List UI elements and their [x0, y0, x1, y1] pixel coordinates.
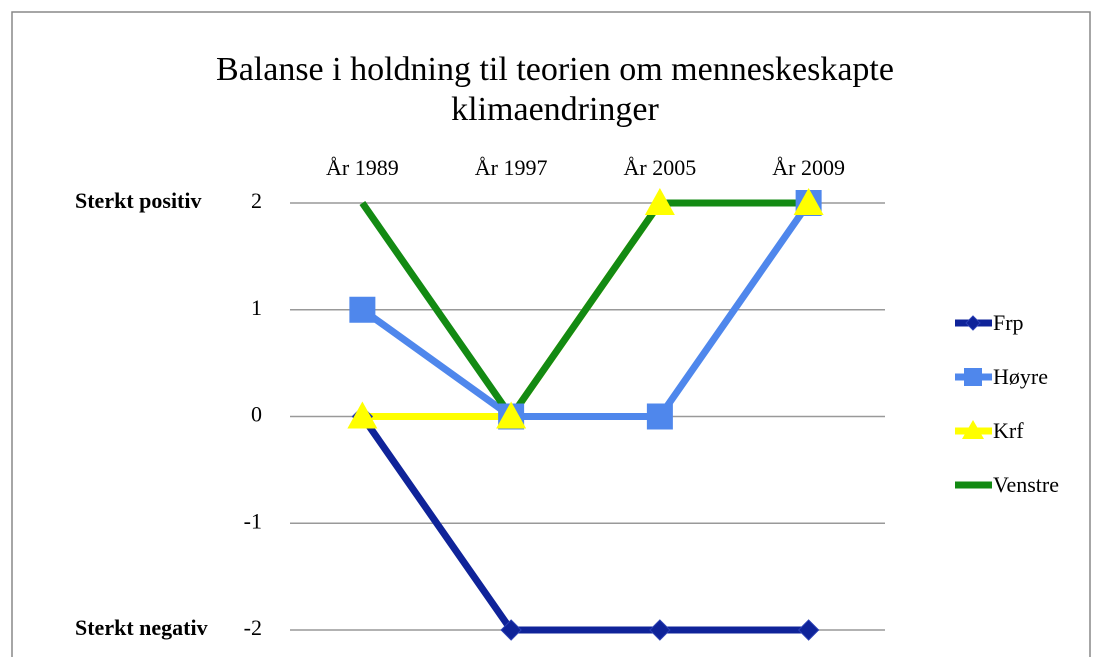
annotation: Sterkt negativ — [75, 615, 208, 640]
x-tick-label: År 1997 — [475, 155, 548, 180]
y-tick-label: -2 — [244, 615, 262, 640]
marker — [646, 403, 673, 430]
y-tick-label: 1 — [251, 295, 262, 320]
annotation: Sterkt positiv — [75, 188, 202, 213]
legend-label: Krf — [993, 418, 1024, 443]
series-line — [360, 200, 812, 420]
marker — [644, 188, 675, 215]
legend-label: Venstre — [993, 472, 1059, 497]
legend-marker — [965, 315, 981, 331]
series-line — [359, 414, 809, 634]
marker — [797, 619, 820, 641]
marker — [496, 401, 527, 429]
y-tick-label: 2 — [251, 188, 262, 213]
legend-label: Frp — [993, 310, 1024, 335]
legend-label: Høyre — [993, 364, 1048, 389]
chart-frame — [11, 11, 1091, 657]
x-tick-label: År 2009 — [772, 155, 845, 180]
legend-marker — [962, 420, 984, 439]
marker — [793, 188, 824, 215]
marker — [649, 619, 671, 641]
marker — [500, 619, 522, 641]
marker — [347, 401, 378, 429]
y-tick-label: 0 — [251, 402, 262, 427]
legend-marker — [964, 368, 982, 386]
chart-title: Balanse i holdning til teorien om mennes… — [216, 51, 894, 128]
series-line — [359, 199, 809, 420]
x-tick-label: År 1989 — [326, 155, 399, 180]
x-tick-label: År 2005 — [624, 155, 697, 180]
y-tick-label: -1 — [244, 508, 262, 533]
marker — [349, 296, 376, 323]
